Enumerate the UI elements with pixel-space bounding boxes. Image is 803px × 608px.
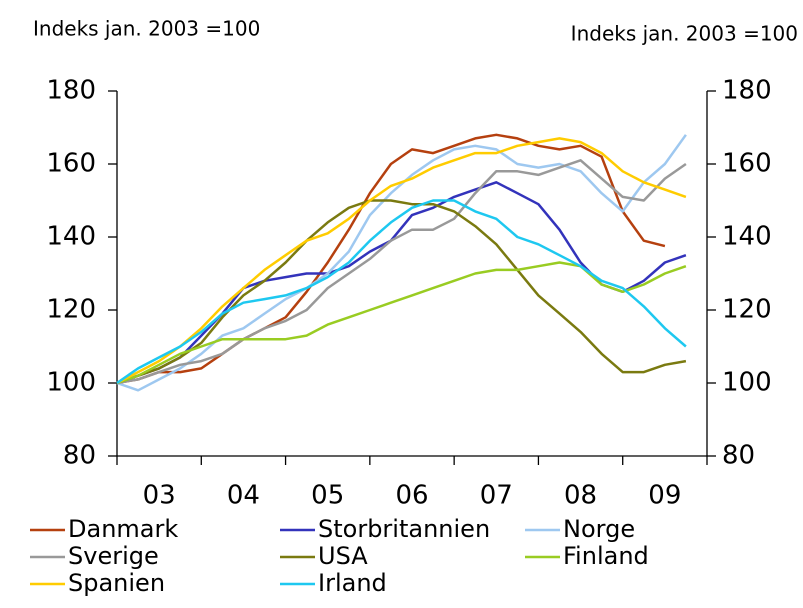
x-tick-label: 09 xyxy=(648,481,681,511)
y-tick-label: 80 xyxy=(63,441,96,471)
series-line xyxy=(116,199,687,385)
series-line xyxy=(116,133,666,385)
y2-tick-label: 160 xyxy=(722,149,772,179)
y2-tick-label: 140 xyxy=(722,222,772,252)
y2-axis-label: Indeks jan. 2003 =100 xyxy=(571,22,798,46)
legend-label: Sverige xyxy=(68,542,159,570)
legend-label: Irland xyxy=(318,569,387,597)
x-tick-label: 05 xyxy=(311,481,344,511)
y-tick-label: 160 xyxy=(46,149,96,179)
legend-label: Danmark xyxy=(68,515,178,543)
x-tick-label: 07 xyxy=(480,481,513,511)
y2-tick-label: 80 xyxy=(722,441,755,471)
x-tick-label: 03 xyxy=(143,481,176,511)
legend-label: Spanien xyxy=(68,569,165,597)
series-line xyxy=(116,261,687,385)
x-tick-label: 08 xyxy=(564,481,597,511)
series-line xyxy=(116,134,687,392)
x-tick-label: 06 xyxy=(395,481,428,511)
legend-label: Storbritannien xyxy=(318,515,490,543)
y-tick-label: 120 xyxy=(46,295,96,325)
x-tick-label: 04 xyxy=(227,481,260,511)
y-tick-label: 180 xyxy=(46,76,96,106)
series-line xyxy=(116,137,687,385)
legend-label: USA xyxy=(318,542,368,570)
legend-label: Norge xyxy=(563,515,635,543)
y-tick-label: 140 xyxy=(46,222,96,252)
series-line xyxy=(116,159,687,385)
y-tick-label: 100 xyxy=(46,368,96,398)
y2-tick-label: 100 xyxy=(722,368,772,398)
y-axis-label: Indeks jan. 2003 =100 xyxy=(33,17,260,41)
y2-tick-label: 180 xyxy=(722,76,772,106)
legend-label: Finland xyxy=(563,542,649,570)
series-line xyxy=(116,199,687,385)
y2-tick-label: 120 xyxy=(722,295,772,325)
